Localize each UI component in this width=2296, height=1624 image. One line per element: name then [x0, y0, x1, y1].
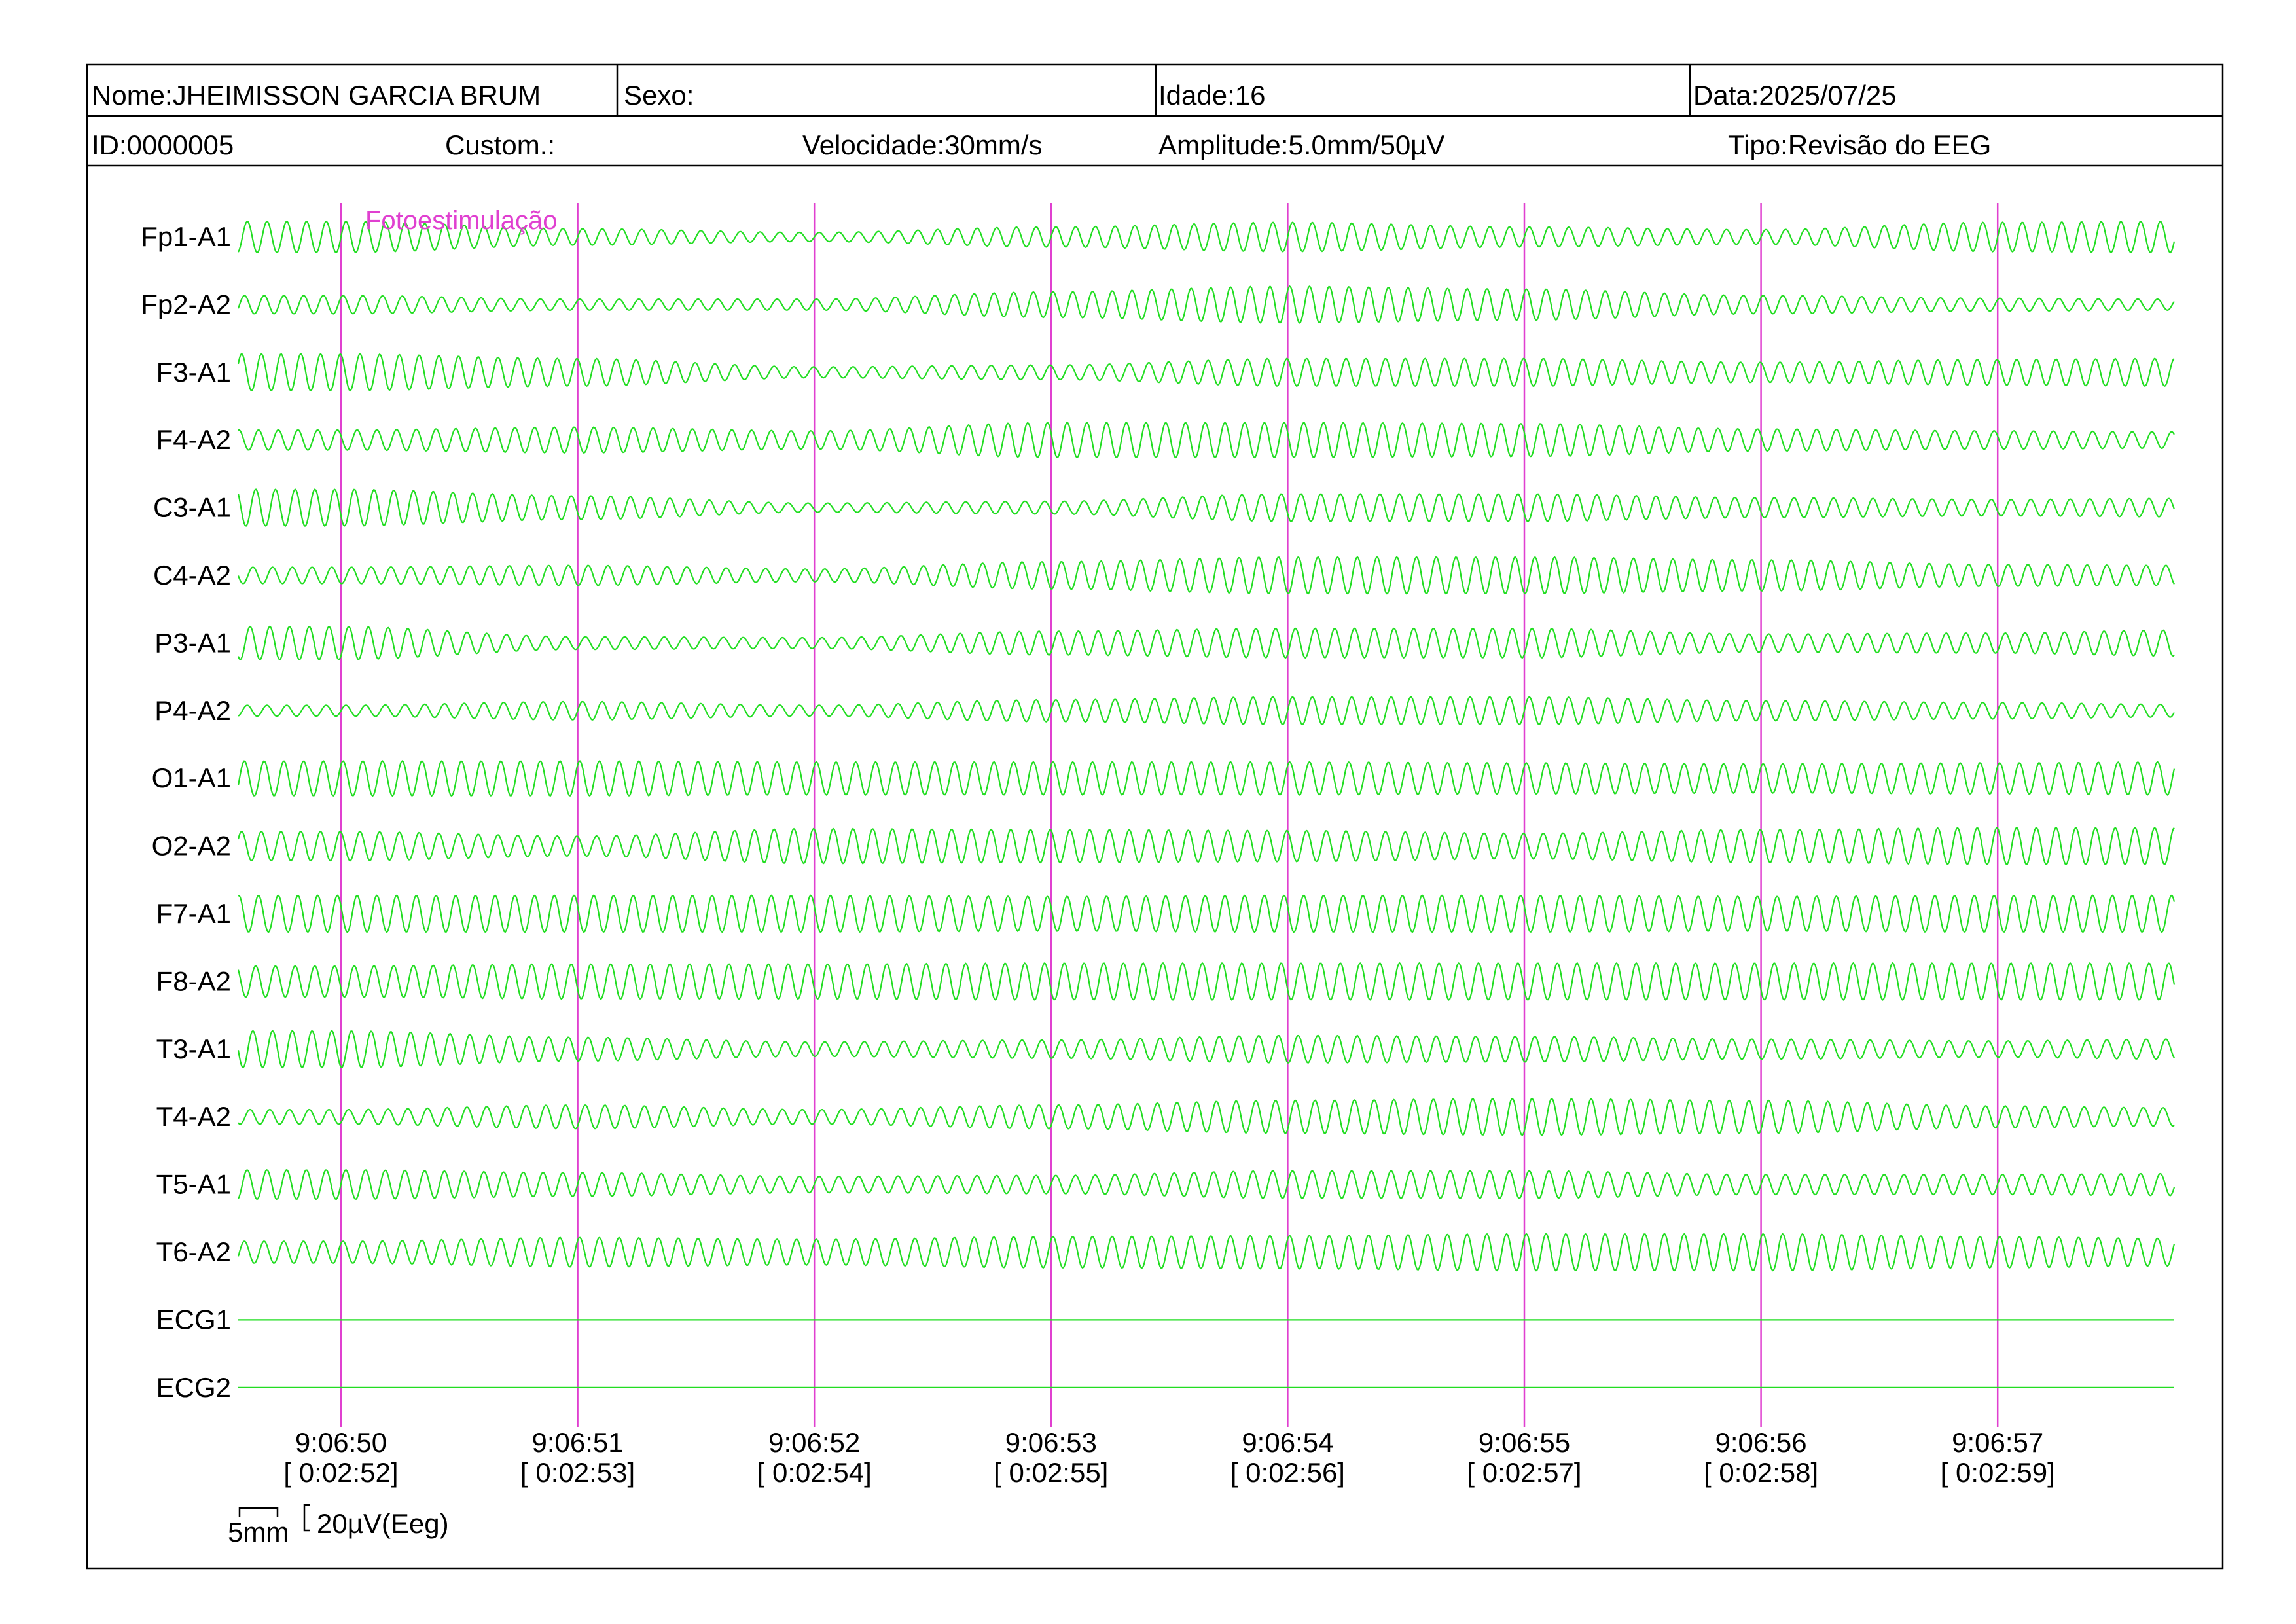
channel-label: C4-A2: [153, 560, 231, 590]
channel-trace: [237, 488, 2176, 528]
time-scale-label: 5mm: [228, 1517, 289, 1547]
channel-label: T6-A2: [156, 1236, 231, 1267]
channel-trace: [238, 696, 2175, 726]
custom-field: Custom.:: [445, 130, 555, 160]
time-tick-elapsed: [ 0:02:57]: [1467, 1457, 1581, 1488]
patient-name: Nome:JHEIMISSON GARCIA BRUM: [92, 80, 541, 111]
channel-label: C3-A1: [153, 492, 231, 523]
channel-trace: [237, 285, 2175, 324]
scale-bars: 5mm 20µV(Eeg): [228, 1504, 449, 1547]
channel-trace: [237, 625, 2175, 661]
time-scale-bar: [238, 1507, 279, 1517]
channel-trace: [238, 220, 2176, 254]
patient-sex: Sexo:: [624, 80, 694, 111]
recording-date: Data:2025/07/25: [1693, 80, 1897, 111]
time-tick-clock: 9:06:50: [295, 1427, 387, 1458]
patient-id: ID:0000005: [92, 130, 234, 160]
speed-setting: Velocidade:30mm/s: [802, 130, 1043, 160]
channel-labels: Fp1-A1 Fp2-A2 F3-A1 F4-A2 C3-A1 C4-A2 P3-A1 P4-…: [141, 221, 231, 1403]
time-tick-elapsed: [ 0:02:59]: [1941, 1457, 2055, 1488]
time-tick-clock: 9:06:52: [768, 1427, 860, 1458]
amplitude-scale-label: 20µV(Eeg): [317, 1508, 449, 1539]
time-tick-elapsed: [ 0:02:52]: [283, 1457, 398, 1488]
patient-age: Idade:16: [1158, 80, 1266, 111]
channel-trace: [237, 760, 2176, 797]
channel-label: T3-A1: [156, 1034, 231, 1064]
time-tick-elapsed: [ 0:02:56]: [1230, 1457, 1345, 1488]
channel-trace: [237, 1030, 2175, 1069]
channel-trace: [237, 353, 2175, 392]
outer-frame: [86, 63, 2224, 1570]
channel-label: F4-A2: [156, 424, 231, 455]
time-axis: 9:06:50[ 0:02:52] 9:06:51[ 0:02:53] 9:06:5…: [283, 1427, 2054, 1488]
amplitude-setting: Amplitude:5.0mm/50µV: [1158, 130, 1444, 160]
time-tick-clock: 9:06:55: [1479, 1427, 1570, 1458]
channel-trace: [237, 962, 2176, 1001]
time-tick-elapsed: [ 0:02:58]: [1704, 1457, 1818, 1488]
event-label: Fotoestimulação: [365, 206, 557, 235]
channel-label: O2-A2: [152, 831, 231, 861]
channel-label: F3-A1: [156, 357, 231, 388]
channel-label: Fp1-A1: [141, 221, 231, 252]
channel-label: ECG1: [156, 1304, 231, 1335]
time-tick-clock: 9:06:51: [532, 1427, 624, 1458]
channel-label: F7-A1: [156, 898, 231, 929]
channel-trace: [238, 422, 2175, 459]
channel-label: F8-A2: [156, 965, 231, 996]
channel-label: T5-A1: [156, 1169, 231, 1200]
second-markers: [340, 203, 1999, 1427]
time-tick-clock: 9:06:56: [1715, 1427, 1807, 1458]
channel-label: ECG2: [156, 1372, 231, 1403]
channel-label: Fp2-A2: [141, 289, 231, 319]
channel-label: O1-A1: [152, 763, 231, 793]
time-tick-clock: 9:06:57: [1952, 1427, 2043, 1458]
channel-trace: [237, 1233, 2176, 1272]
channel-trace: [237, 827, 2175, 866]
channel-label: T4-A2: [156, 1101, 231, 1132]
channel-trace: [238, 894, 2176, 933]
channel-label: P4-A2: [154, 695, 231, 726]
channel-label: P3-A1: [154, 627, 231, 658]
channel-trace: [237, 556, 2175, 595]
time-tick-elapsed: [ 0:02:55]: [994, 1457, 1108, 1488]
time-tick-elapsed: [ 0:02:53]: [520, 1457, 635, 1488]
amplitude-scale-bar: [303, 1504, 310, 1532]
review-type: Tipo:Revisão do EEG: [1728, 130, 1991, 160]
channel-traces: [237, 220, 2176, 1388]
time-tick-clock: 9:06:53: [1005, 1427, 1097, 1458]
channel-trace: [238, 1097, 2175, 1136]
channel-trace: [238, 1168, 2176, 1200]
time-tick-clock: 9:06:54: [1242, 1427, 1333, 1458]
time-tick-elapsed: [ 0:02:54]: [757, 1457, 872, 1488]
